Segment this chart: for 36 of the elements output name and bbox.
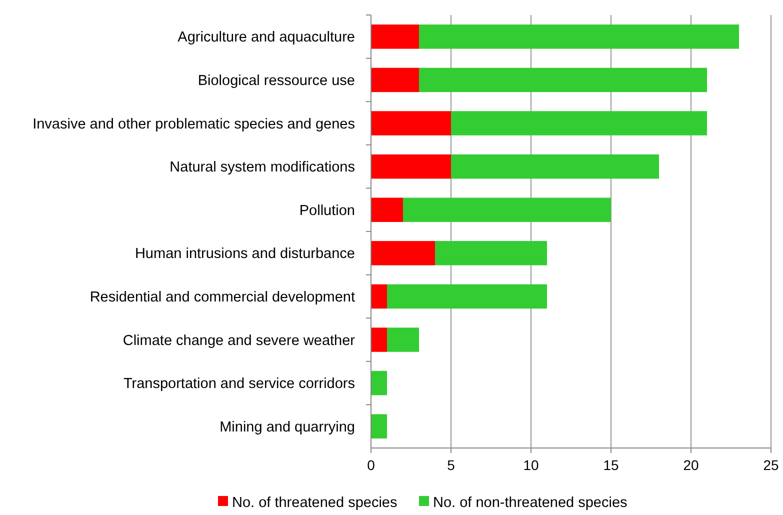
x-tick-label: 0 [367,457,376,473]
bar [371,241,435,266]
x-tick-label: 5 [447,457,456,473]
bar [419,68,707,92]
bar [371,370,387,396]
bar [403,198,611,222]
bar [371,111,451,136]
legend-label: No. of non-threatened species [433,495,628,511]
x-tick-label: 25 [763,457,779,473]
bar [387,328,419,352]
bar [371,284,387,309]
y-tick-label: Invasive and other problematic species and genes [32,116,355,132]
bar [451,111,707,136]
y-tick-label: Transportation and service corridors [123,376,355,392]
y-tick-label: Climate change and severe weather [122,332,356,349]
bar [371,198,403,222]
bar [371,154,451,179]
bar [435,241,547,266]
y-tick-label: Agriculture and aquaculture [178,30,355,46]
y-tick-label: Natural system modifications [170,160,355,176]
y-tick-label: Mining and quarrying [220,419,355,436]
bar [371,328,387,352]
x-tick-label: 10 [523,457,539,473]
x-tick-label: 20 [683,457,699,473]
x-tick-label: 15 [603,457,619,473]
y-tick-label: Pollution [299,202,355,219]
bar [371,68,419,92]
bar [387,284,547,309]
y-tick-label: Residential and commercial development [90,289,355,306]
y-tick-label: Human intrusions and disturbance [134,246,355,262]
bar [419,24,739,49]
y-tick-label: Biological ressource use [198,72,355,89]
legend-label: No. of threatened species [232,495,398,511]
bar [371,24,419,49]
bar [371,414,387,438]
bar [451,154,659,179]
